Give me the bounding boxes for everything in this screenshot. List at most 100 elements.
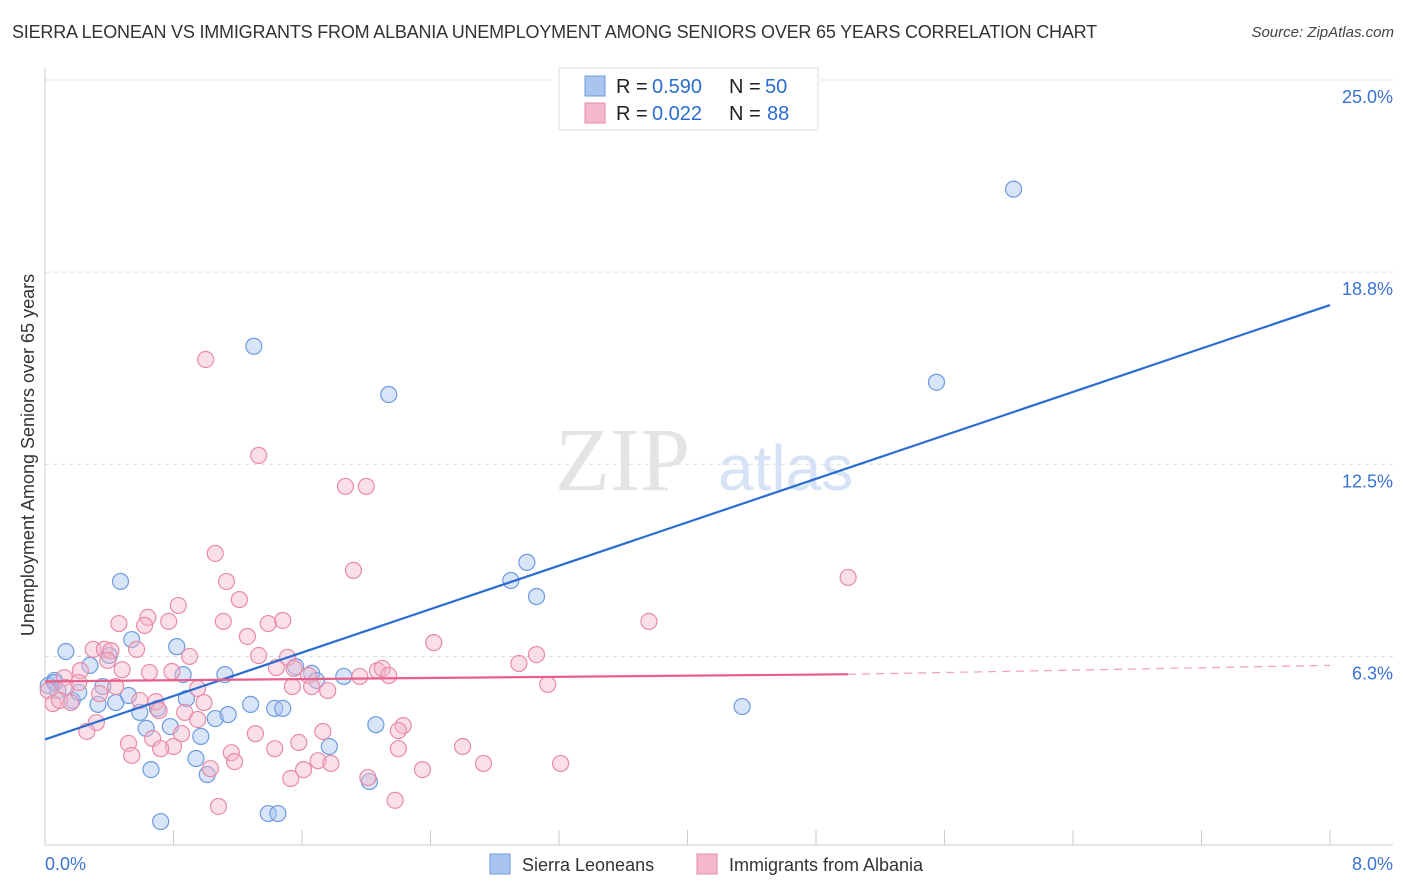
x-tick-label: 8.0% <box>1352 854 1393 874</box>
sierra-leonean-point <box>123 630 141 649</box>
legend-swatch-pink <box>696 853 718 875</box>
sierra-leonean-point <box>527 587 546 606</box>
albania-immigrant-point <box>70 673 88 692</box>
albania-immigrant-point <box>454 737 472 756</box>
sierra-leonean-point <box>111 572 130 591</box>
albania-immigrant-point <box>62 693 80 712</box>
sierra-leonean-point <box>1004 180 1023 198</box>
sierra-leonean-point <box>242 695 260 714</box>
chart-title: SIERRA LEONEAN VS IMMIGRANTS FROM ALBANI… <box>12 22 1097 42</box>
albania-immigrant-point <box>102 642 120 660</box>
albania-immigrant-point <box>351 667 369 686</box>
albania-immigrant-point <box>230 590 248 609</box>
albania-immigrant-point <box>172 725 191 743</box>
albania-immigrant-point <box>357 477 375 496</box>
sierra-leonean-point <box>245 337 263 355</box>
albania-immigrant-point <box>91 685 109 703</box>
albania-immigrant-point <box>389 740 407 758</box>
sierra-leonean-point <box>152 812 170 831</box>
sierra-leonean-point <box>57 642 75 661</box>
albania-immigrant-point <box>259 614 277 633</box>
sierra-leonean-point <box>81 656 99 674</box>
sierra-leonean-point <box>269 804 287 823</box>
albania-immigrant-point <box>314 722 332 741</box>
trend-line-0 <box>44 304 1331 741</box>
sierra-leonean-point <box>927 373 946 391</box>
albania-immigrant-point <box>282 769 300 788</box>
albania-immigrant-point <box>99 651 117 670</box>
sierra-leonean-point <box>335 667 353 686</box>
legend-series-label: Sierra Leoneans <box>522 855 654 875</box>
albania-immigrant-point <box>209 797 228 816</box>
albania-immigrant-point <box>309 752 327 770</box>
albania-immigrant-point <box>195 693 213 712</box>
sierra-leonean-point <box>518 553 536 571</box>
trend-line-1 <box>44 673 849 683</box>
watermark-atlas: atlas <box>718 432 853 504</box>
albania-immigrant-point <box>290 733 308 752</box>
albania-immigrant-point <box>127 640 146 658</box>
albania-immigrant-point <box>107 677 125 696</box>
albania-immigrant-point <box>510 654 528 673</box>
albania-immigrant-point <box>197 350 215 369</box>
sierra-leonean-point <box>259 804 277 823</box>
sierra-leonean-point <box>206 709 224 728</box>
x-tick-label: 0.0% <box>45 854 86 874</box>
sierra-leonean-point <box>174 665 192 684</box>
albania-immigrant-point <box>344 561 362 579</box>
legend-r-label: R = <box>616 103 648 125</box>
albania-immigrant-point <box>113 661 131 679</box>
albania-immigrant-point <box>380 666 398 685</box>
albania-immigrant-point <box>319 681 337 700</box>
albania-immigrant-point <box>552 754 570 773</box>
albania-immigrant-point <box>39 681 57 700</box>
sierra-leonean-point <box>367 716 385 734</box>
sierra-leonean-point <box>216 665 234 684</box>
watermark-zip: ZIP <box>555 411 690 510</box>
albania-immigrant-point <box>283 677 301 696</box>
albania-immigrant-point <box>152 740 170 758</box>
albania-immigrant-point <box>206 544 224 563</box>
albania-immigrant-point <box>150 701 168 720</box>
legend-n-value: 50 <box>765 76 787 98</box>
y-tick-label: 25.0% <box>1342 87 1393 107</box>
source-label: Source: ZipAtlas.com <box>1251 24 1394 41</box>
sierra-leonean-point <box>192 727 210 745</box>
albania-immigrant-point <box>266 740 284 758</box>
albania-immigrant-point <box>163 662 181 681</box>
albania-immigrant-point <box>225 752 244 771</box>
sierra-leonean-point <box>168 638 186 656</box>
albania-immigrant-point <box>373 659 391 678</box>
albania-immigrant-point <box>640 612 658 631</box>
sierra-leonean-point <box>142 760 160 779</box>
albania-immigrant-point <box>539 675 557 694</box>
albania-immigrant-point <box>389 721 407 740</box>
legend-bottom: Sierra Leoneans Immigrants from Albania <box>489 853 924 875</box>
y-axis-title: Unemployment Among Seniors over 65 years <box>18 274 38 636</box>
albania-immigrant-point <box>250 646 268 665</box>
albania-immigrant-point <box>246 725 265 743</box>
sierra-leonean-point <box>219 705 237 724</box>
albania-immigrant-point <box>839 568 857 587</box>
trend-line-extension <box>848 664 1331 675</box>
legend-swatch-pink <box>584 102 606 124</box>
albania-immigrant-point <box>359 768 377 787</box>
albania-immigrant-point <box>322 754 340 773</box>
albania-immigrant-point <box>425 634 443 652</box>
y-tick-label: 12.5% <box>1342 471 1393 491</box>
sierra-leonean-point <box>107 693 125 712</box>
albania-immigrant-point <box>110 614 128 633</box>
albania-immigrant-point <box>527 646 546 664</box>
albania-immigrant-point <box>160 612 178 631</box>
albania-immigrant-point <box>474 754 493 773</box>
sierra-leonean-point <box>502 571 520 590</box>
albania-immigrant-point <box>386 791 404 809</box>
y-tick-label: 18.8% <box>1342 279 1393 299</box>
sierra-leonean-point <box>733 697 751 716</box>
albania-immigrant-point <box>164 737 183 756</box>
albania-immigrant-point <box>303 677 321 696</box>
legend-swatch-blue <box>489 853 511 875</box>
sierra-leonean-point <box>89 695 107 714</box>
